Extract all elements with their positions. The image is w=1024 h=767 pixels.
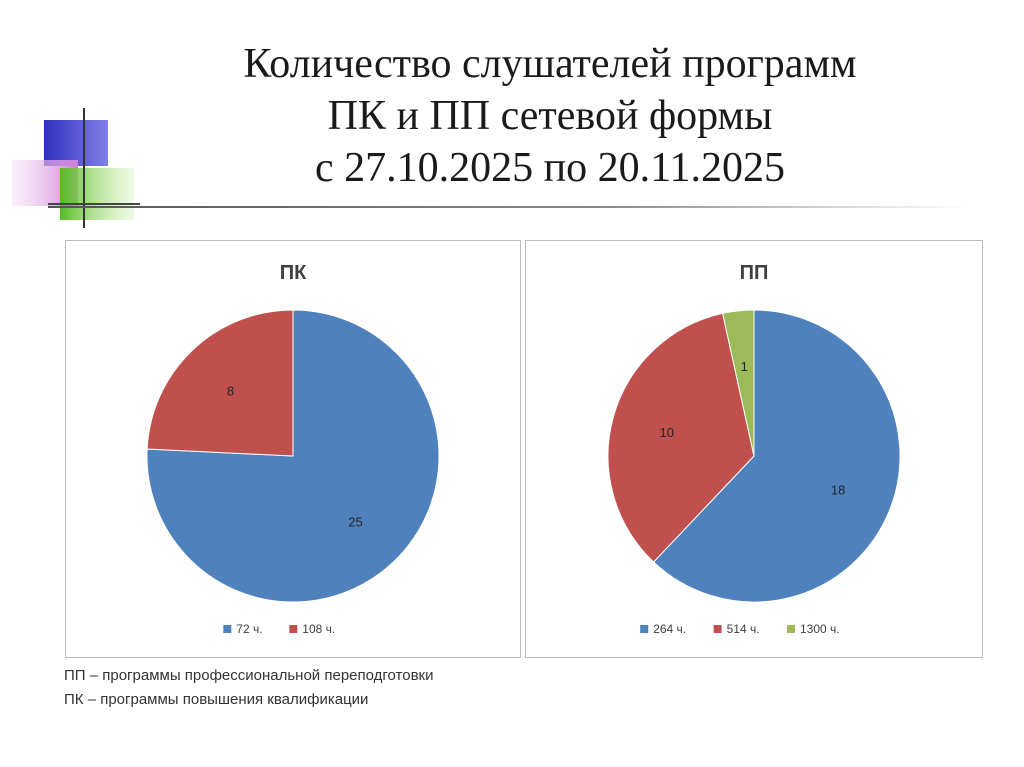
pie-slice-2 (722, 309, 755, 457)
deco-blue-square (44, 120, 108, 166)
pie-svg-1: ПП 18 10 1 264 ч. 514 ч. 1300 ч. (607, 262, 901, 636)
pie-slice-1 (607, 312, 755, 563)
legend-swatch (289, 625, 298, 633)
pie-chart-pk: ПК 25 8 72 ч. 108 ч. (65, 240, 521, 658)
legend-label: 1300 ч. (800, 622, 840, 636)
title-line-2: ПК и ПП сетевой формы (327, 93, 773, 139)
pie-slice-0 (652, 309, 901, 603)
title-underline (48, 206, 968, 208)
slice-data-label: 1 (741, 359, 748, 374)
legend-swatch (713, 625, 722, 633)
slide-title: Количество слушателей программ ПК и ПП с… (150, 38, 950, 194)
chart-title: ПК (280, 262, 307, 284)
slice-data-label: 18 (831, 483, 845, 498)
pie-svg-0: ПК 25 8 72 ч. 108 ч. (146, 262, 440, 636)
title-line-3: с 27.10.2025 по 20.11.2025 (314, 145, 786, 191)
corner-decoration (12, 108, 140, 228)
legend-label: 514 ч. (727, 622, 760, 636)
legend-swatch (223, 625, 232, 633)
pie-slice-1 (146, 309, 294, 457)
chart-title: ПП (740, 262, 769, 284)
slice-data-label: 8 (227, 383, 234, 398)
footnote-pp: ПП – программы профессиональной переподг… (64, 667, 434, 684)
title-line-1: Количество слушателей программ (243, 41, 857, 87)
legend-swatch (787, 625, 795, 633)
deco-green-square (60, 168, 134, 220)
slice-data-label: 10 (660, 425, 674, 440)
slice-data-label: 25 (348, 515, 362, 530)
legend-label: 108 ч. (302, 622, 335, 636)
pie-chart-pp: ПП 18 10 1 264 ч. 514 ч. 1300 ч. (525, 240, 983, 658)
legend-label: 72 ч. (236, 622, 262, 636)
legend-label: 264 ч. (653, 622, 686, 636)
legend-swatch (640, 625, 649, 633)
footnotes: ПП – программы профессиональной переподг… (64, 664, 434, 712)
footnote-pk: ПК – программы повышения квалификации (64, 691, 369, 708)
